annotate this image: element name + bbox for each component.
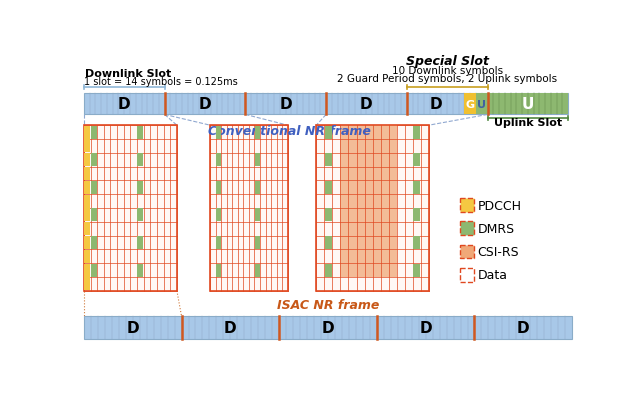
- Bar: [413, 126, 420, 139]
- Bar: [84, 168, 90, 180]
- Bar: [460, 245, 474, 259]
- Bar: [324, 181, 332, 194]
- Text: Data: Data: [477, 268, 508, 281]
- Bar: [84, 209, 90, 222]
- Bar: [84, 181, 90, 194]
- Bar: [255, 209, 260, 222]
- Bar: [84, 94, 568, 115]
- Text: D: D: [419, 320, 432, 335]
- Bar: [476, 94, 488, 115]
- Bar: [255, 181, 260, 194]
- Bar: [216, 126, 221, 139]
- Bar: [84, 195, 90, 208]
- Bar: [91, 236, 97, 249]
- Bar: [324, 236, 332, 249]
- Text: CSI-RS: CSI-RS: [477, 245, 519, 258]
- Bar: [316, 126, 429, 291]
- Text: U: U: [522, 97, 534, 112]
- Text: 2 Guard Period symbols, 2 Uplink symbols: 2 Guard Period symbols, 2 Uplink symbols: [337, 74, 557, 84]
- Bar: [216, 181, 221, 194]
- Bar: [138, 264, 143, 277]
- Bar: [138, 154, 143, 167]
- Bar: [91, 126, 97, 139]
- Bar: [138, 209, 143, 222]
- Bar: [138, 126, 143, 139]
- Text: 1 slot = 14 symbols = 0.125ms: 1 slot = 14 symbols = 0.125ms: [84, 77, 237, 87]
- Bar: [216, 236, 221, 249]
- Bar: [488, 94, 568, 115]
- Text: D: D: [280, 97, 292, 112]
- Bar: [84, 317, 572, 339]
- Bar: [84, 126, 90, 139]
- Bar: [84, 278, 90, 291]
- Bar: [460, 222, 474, 236]
- Bar: [91, 264, 97, 277]
- Bar: [84, 222, 90, 236]
- Bar: [340, 126, 397, 277]
- Text: D: D: [198, 97, 211, 112]
- Bar: [324, 126, 332, 139]
- Text: DMRS: DMRS: [477, 222, 515, 235]
- Bar: [413, 264, 420, 277]
- Text: D: D: [429, 97, 442, 112]
- Bar: [324, 264, 332, 277]
- Text: D: D: [126, 320, 139, 335]
- Text: Conventional NR frame: Conventional NR frame: [208, 124, 371, 137]
- Bar: [216, 209, 221, 222]
- Text: D: D: [322, 320, 334, 335]
- Text: PDCCH: PDCCH: [477, 199, 522, 212]
- Bar: [324, 209, 332, 222]
- Text: D: D: [517, 320, 530, 335]
- Text: D: D: [224, 320, 237, 335]
- Bar: [465, 94, 476, 115]
- Text: ISAC NR frame: ISAC NR frame: [277, 299, 379, 312]
- Bar: [91, 209, 97, 222]
- Bar: [91, 154, 97, 167]
- Bar: [255, 126, 260, 139]
- Bar: [91, 181, 97, 194]
- Bar: [84, 126, 177, 291]
- Bar: [210, 126, 288, 291]
- Bar: [255, 154, 260, 167]
- Text: Downlink Slot: Downlink Slot: [85, 69, 172, 79]
- Bar: [84, 140, 90, 153]
- Bar: [138, 181, 143, 194]
- Text: Uplink Slot: Uplink Slot: [494, 118, 562, 128]
- Bar: [460, 199, 474, 213]
- Bar: [255, 264, 260, 277]
- Text: G: G: [466, 99, 475, 109]
- Bar: [216, 154, 221, 167]
- Text: D: D: [360, 97, 372, 112]
- Bar: [84, 236, 90, 249]
- Bar: [413, 154, 420, 167]
- Text: D: D: [118, 97, 131, 112]
- Bar: [216, 264, 221, 277]
- Bar: [255, 236, 260, 249]
- Bar: [413, 209, 420, 222]
- Bar: [138, 236, 143, 249]
- Bar: [413, 236, 420, 249]
- Bar: [84, 250, 90, 263]
- Bar: [324, 154, 332, 167]
- Bar: [413, 181, 420, 194]
- Bar: [84, 154, 90, 167]
- Text: Special Slot: Special Slot: [406, 54, 489, 67]
- Text: 10 Downlink symbols: 10 Downlink symbols: [392, 66, 502, 76]
- Bar: [84, 264, 90, 277]
- Bar: [460, 268, 474, 282]
- Text: U: U: [477, 99, 486, 109]
